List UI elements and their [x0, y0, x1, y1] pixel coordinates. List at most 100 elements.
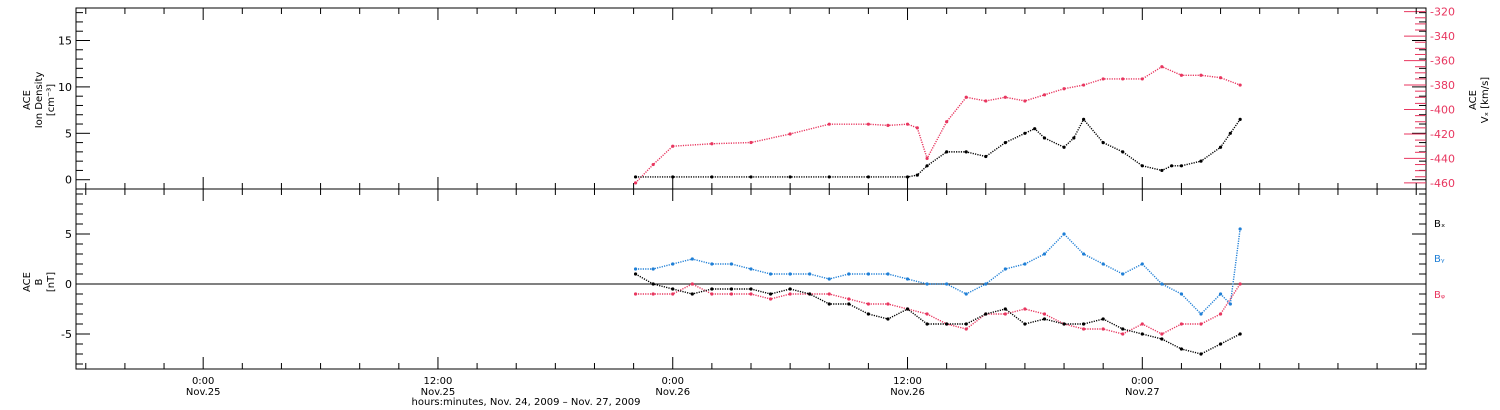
vx-point: [1042, 93, 1047, 97]
vx-trace: [635, 65, 1241, 184]
bz-point: [1121, 332, 1125, 336]
by-point: [1140, 262, 1144, 266]
time-tick-label: 12:00: [893, 376, 922, 387]
by-point: [984, 282, 988, 286]
by-point: [1042, 252, 1047, 256]
vx-point: [651, 162, 655, 167]
field-axis-label: ACE B [nT]: [22, 272, 57, 292]
bz-point: [1160, 332, 1164, 336]
density-point: [1033, 127, 1037, 131]
density-label-line3: [cm⁻³]: [46, 84, 57, 116]
density-point: [915, 173, 919, 177]
density-point: [1062, 145, 1066, 149]
by-point: [1228, 302, 1232, 306]
bx-point: [808, 292, 812, 296]
density-point: [1238, 117, 1242, 121]
bz-point: [925, 312, 929, 316]
vx-point: [1179, 73, 1184, 77]
bx-point: [886, 317, 890, 321]
by-point: [633, 267, 638, 271]
density-tick-label: 10: [58, 81, 72, 94]
density-point: [984, 154, 988, 159]
by-point: [1199, 312, 1203, 316]
bx-point: [768, 292, 773, 296]
bz-point: [886, 302, 890, 306]
velocity-tick-label: -440: [1430, 152, 1455, 165]
velocity-axis-label: ACE Vₓ [km/s]: [1468, 77, 1491, 123]
vx-point: [1082, 83, 1086, 87]
vx-point: [1218, 76, 1223, 80]
bz-point: [866, 302, 870, 306]
bz-point: [1101, 327, 1105, 331]
bx-point: [925, 322, 929, 326]
bx-point: [964, 322, 968, 326]
by-point: [651, 267, 655, 271]
bx-point: [729, 287, 734, 291]
bx-point: [1042, 317, 1047, 321]
bx-point: [1003, 307, 1007, 311]
bx-point: [1199, 352, 1203, 356]
by-point: [1218, 292, 1223, 296]
bz-point: [1042, 312, 1047, 316]
velocity-tick-label: -360: [1430, 55, 1455, 68]
by-point: [964, 292, 968, 296]
density-tick-label: 15: [58, 34, 72, 47]
legend-bx: Bₓ: [1434, 219, 1445, 230]
density-point: [905, 175, 910, 179]
vx-point: [964, 95, 968, 99]
by-point: [749, 267, 753, 271]
bx-point: [866, 312, 870, 316]
vx-point: [984, 99, 988, 103]
velocity-tick-label: -400: [1430, 104, 1455, 117]
vx-point: [749, 140, 753, 145]
by-point: [1082, 252, 1086, 256]
density-point: [710, 175, 714, 179]
date-tick-label: Nov.26: [655, 387, 690, 398]
density-point: [925, 164, 929, 168]
density-point: [749, 175, 753, 179]
velocity-tick-label: -340: [1430, 30, 1455, 43]
by-point: [905, 277, 910, 281]
vx-point: [1160, 65, 1164, 69]
by-point: [1023, 262, 1027, 266]
vx-point: [886, 123, 890, 128]
bx-point: [827, 302, 831, 306]
density-point: [1218, 145, 1223, 149]
density-point: [1082, 117, 1086, 121]
density-tick-label: 0: [65, 174, 72, 187]
magnetic-field-data: [633, 227, 1242, 356]
by-point: [827, 277, 831, 281]
density-point: [827, 175, 831, 179]
by-point: [847, 272, 851, 276]
density-point: [1042, 136, 1047, 140]
bx-point: [1023, 322, 1027, 326]
by-point: [1062, 232, 1066, 236]
vx-point: [1140, 77, 1144, 81]
bz-point: [1023, 307, 1027, 311]
density-velocity-data: [633, 65, 1242, 185]
density-point: [1160, 168, 1164, 173]
bz-point: [1003, 312, 1007, 316]
by-point: [1003, 267, 1007, 271]
bx-point: [1062, 322, 1066, 326]
density-point: [1072, 136, 1076, 140]
by-point: [690, 257, 694, 261]
vx-point: [1101, 77, 1105, 81]
velocity-tick-label: -420: [1430, 128, 1455, 141]
density-point: [1101, 140, 1105, 145]
bz-point: [633, 292, 638, 296]
density-tick-label: 5: [65, 127, 72, 140]
vx-point: [788, 132, 792, 136]
time-tick-label: 12:00: [424, 376, 453, 387]
by-point: [1160, 282, 1164, 286]
vx-point: [866, 122, 870, 126]
bz-point: [710, 292, 714, 296]
bx-point: [671, 287, 675, 291]
vx-point: [1023, 99, 1027, 103]
date-tick-label: Nov.25: [186, 387, 221, 398]
bx-point: [1082, 322, 1086, 326]
bx-point: [690, 292, 694, 296]
vx-point: [905, 122, 910, 126]
vx-point: [1062, 87, 1066, 91]
field-axis-ticks: -5 0 5: [61, 193, 1426, 365]
